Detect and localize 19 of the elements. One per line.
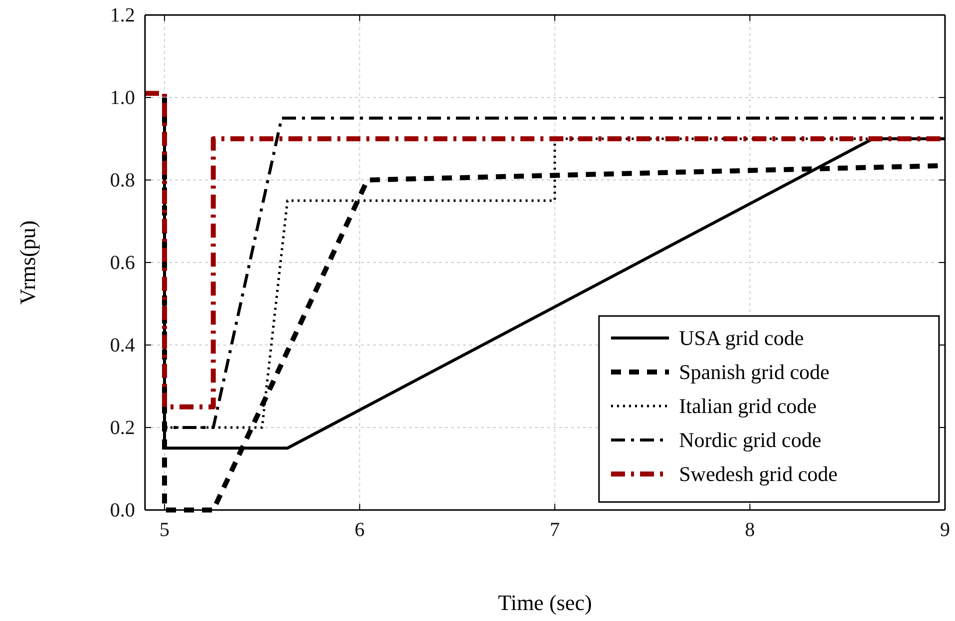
legend-label: Italian grid code <box>679 394 817 418</box>
x-tick-label: 8 <box>744 519 755 542</box>
legend-label: Nordic grid code <box>679 428 822 452</box>
y-tick-label: 0.4 <box>110 334 135 356</box>
legend-label: USA grid code <box>679 326 804 350</box>
x-tick-label: 7 <box>550 519 560 542</box>
x-tick-label: 5 <box>160 519 170 542</box>
x-axis-title: Time (sec) <box>498 590 592 615</box>
legend-label: Swedesh grid code <box>679 462 838 486</box>
y-tick-label: 1.2 <box>110 4 135 26</box>
y-axis-title: Vrms(pu) <box>15 220 40 305</box>
y-tick-label: 0.8 <box>110 169 135 192</box>
y-tick-label: 0.2 <box>110 416 135 439</box>
y-tick-label: 0.0 <box>110 499 135 522</box>
y-tick-label: 0.6 <box>110 252 135 274</box>
y-tick-label: 1.0 <box>110 86 135 109</box>
legend-label: Spanish grid code <box>679 360 830 384</box>
x-tick-label: 9 <box>940 519 950 542</box>
x-tick-label: 6 <box>354 519 365 542</box>
